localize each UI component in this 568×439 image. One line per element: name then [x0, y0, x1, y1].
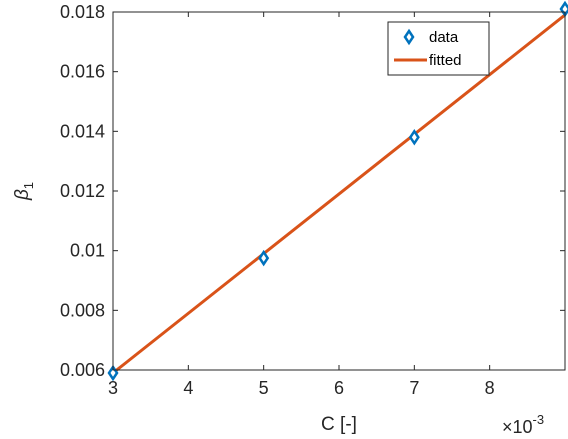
- x-tick-label: 4: [183, 378, 193, 398]
- y-tick-label: 0.014: [60, 121, 105, 141]
- x-tick-label: 6: [334, 378, 344, 398]
- y-axis-label: β1: [12, 182, 36, 201]
- legend-label-fitted: fitted: [429, 52, 462, 69]
- y-tick-label: 0.01: [70, 241, 105, 261]
- x-tick-label: 7: [409, 378, 419, 398]
- y-tick-label: 0.016: [60, 62, 105, 82]
- x-axis-multiplier: ×10-3: [502, 412, 544, 437]
- x-tick-label: 3: [108, 378, 118, 398]
- y-tick-label: 0.018: [60, 2, 105, 22]
- x-tick-label: 8: [485, 378, 495, 398]
- x-axis-label: C [-]: [321, 414, 357, 435]
- y-tick-label: 0.008: [60, 300, 105, 320]
- y-tick-label: 0.006: [60, 360, 105, 380]
- legend-label-data: data: [429, 29, 459, 46]
- x-tick-label: 5: [259, 378, 269, 398]
- plot-area: [113, 12, 565, 370]
- y-tick-label: 0.012: [60, 181, 105, 201]
